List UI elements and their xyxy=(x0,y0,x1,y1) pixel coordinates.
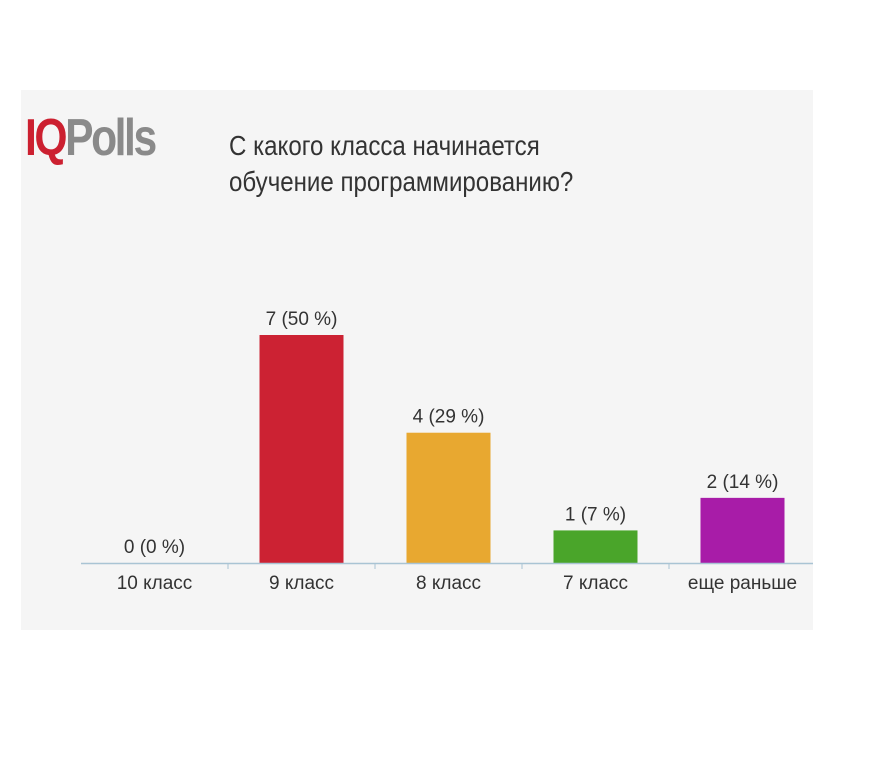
logo-polls-text: Polls xyxy=(65,109,157,167)
bar-3[interactable] xyxy=(406,432,491,563)
bar-4[interactable] xyxy=(553,530,638,563)
poll-question-title: С какого класса начинается обучение прог… xyxy=(229,130,574,197)
category-label-4: 7 класс xyxy=(563,573,628,594)
category-label-2: 9 класс xyxy=(269,573,334,594)
bar-2[interactable] xyxy=(259,335,344,563)
value-label-1: 0 (0 %) xyxy=(124,537,185,558)
bar-5[interactable] xyxy=(700,497,785,563)
category-label-3: 8 класс xyxy=(416,573,481,594)
value-label-3: 4 (29 %) xyxy=(413,407,485,428)
category-label-5: еще раньше xyxy=(688,573,797,594)
logo-iq-text: IQ xyxy=(25,109,68,167)
value-label-2: 7 (50 %) xyxy=(266,309,338,330)
iqpolls-logo[interactable]: IQPolls xyxy=(25,109,157,167)
value-label-5: 2 (14 %) xyxy=(707,472,779,493)
value-label-4: 1 (7 %) xyxy=(565,504,626,525)
category-label-1: 10 класс xyxy=(117,573,193,594)
